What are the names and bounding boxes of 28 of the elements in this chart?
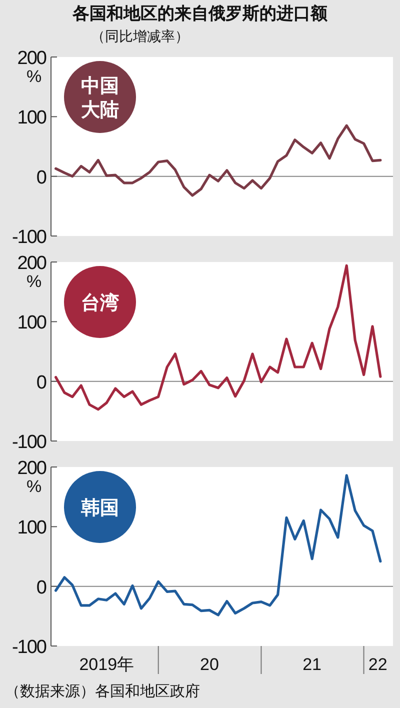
line-series	[54, 124, 382, 197]
y-axis-title: %	[26, 272, 42, 291]
text: 韩国	[80, 497, 119, 519]
y-tick-label: 100	[17, 312, 46, 334]
y-axis-title: %	[26, 67, 42, 86]
chart-subtitle: （同比增减率）	[91, 28, 189, 44]
y-tick-label: 200	[17, 253, 46, 274]
text: 台湾	[81, 292, 119, 314]
y-tick-label: -100	[12, 637, 46, 658]
y-tick-label: -100	[12, 432, 46, 453]
y-tick-label: 100	[17, 518, 46, 539]
y-tick-label: -100	[12, 227, 46, 248]
x-tick-label: 22	[368, 655, 388, 674]
x-tick-label: 2019年	[79, 655, 134, 674]
line-series	[54, 264, 382, 411]
y-tick-label: 0	[36, 577, 46, 598]
y-axis-title: %	[26, 477, 42, 496]
y-tick-label: 200	[17, 458, 46, 479]
text: 中国大陆	[81, 75, 119, 121]
chart-title: 各国和地区的来自俄罗斯的进口额	[72, 4, 328, 23]
y-tick-label: 100	[17, 108, 46, 129]
x-tick-label: 20	[200, 655, 219, 674]
line-series	[54, 474, 382, 616]
y-tick-label: 0	[36, 372, 46, 394]
text: （数据来源）各国和地区政府	[5, 683, 200, 700]
x-tick-label: 21	[302, 655, 322, 674]
y-tick-label: 200	[17, 48, 46, 69]
y-tick-label: 0	[36, 167, 46, 188]
